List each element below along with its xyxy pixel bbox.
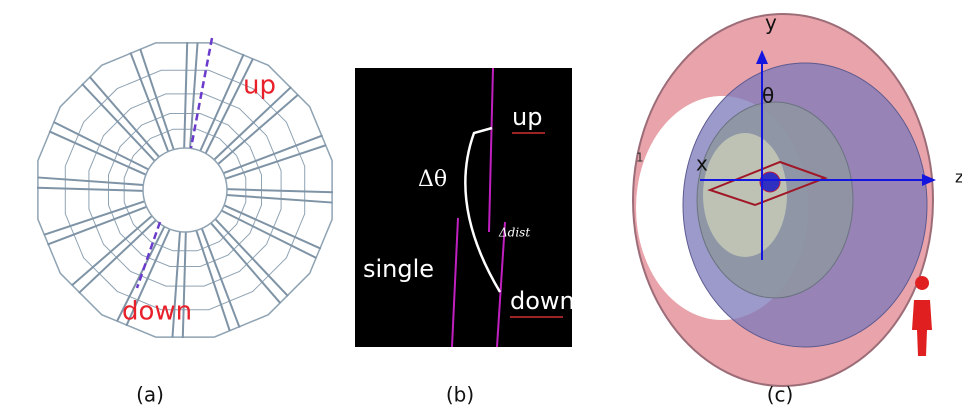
label-x: x bbox=[696, 152, 708, 176]
detector-part bbox=[47, 207, 146, 245]
detector-part bbox=[190, 43, 198, 149]
label-down: down bbox=[510, 287, 575, 315]
core bbox=[703, 133, 787, 257]
caption: (a) bbox=[136, 383, 164, 407]
detector-part bbox=[79, 220, 156, 293]
page: {"panels":[ {"caption":"(a)","labels":["… bbox=[0, 0, 962, 409]
label-y: y bbox=[765, 11, 777, 35]
detector-part bbox=[202, 228, 240, 327]
detector-part bbox=[223, 135, 322, 173]
detector-part bbox=[143, 148, 227, 232]
label-theta: θ bbox=[762, 84, 774, 108]
caption: (c) bbox=[767, 383, 794, 407]
detector-part bbox=[200, 54, 243, 151]
detector-part bbox=[49, 131, 146, 174]
panel-b: up Δθ Δdist single down bbox=[355, 68, 575, 347]
detector-part bbox=[82, 84, 155, 161]
detector-part bbox=[224, 205, 321, 248]
label-one: 1 bbox=[636, 151, 644, 165]
detector-part bbox=[38, 177, 144, 185]
detector-part bbox=[140, 49, 174, 150]
label-single: single bbox=[363, 255, 434, 283]
label-ddist: Δdist bbox=[498, 226, 530, 240]
panel-c: y θ x z 1 bbox=[633, 11, 962, 387]
label-dtheta: Δθ bbox=[418, 167, 447, 192]
detector-part bbox=[215, 219, 288, 296]
label-up: up bbox=[512, 103, 542, 131]
detector-part bbox=[44, 201, 145, 235]
detector-part bbox=[130, 52, 168, 151]
label-down: down bbox=[122, 297, 192, 327]
detector-part bbox=[37, 188, 143, 191]
label-z: z bbox=[955, 168, 962, 187]
detector-part bbox=[227, 189, 333, 192]
caption: (b) bbox=[446, 383, 474, 407]
label-up: up bbox=[243, 71, 276, 101]
detector-part bbox=[227, 195, 333, 203]
detector-part bbox=[225, 145, 326, 179]
body: up down up Δθ Δdist single down y θ x z … bbox=[0, 0, 962, 409]
detector-part bbox=[184, 42, 187, 148]
detector-part bbox=[196, 230, 230, 331]
panel-a bbox=[37, 42, 333, 338]
figure: up down up Δθ Δdist single down y θ x z … bbox=[0, 0, 962, 409]
